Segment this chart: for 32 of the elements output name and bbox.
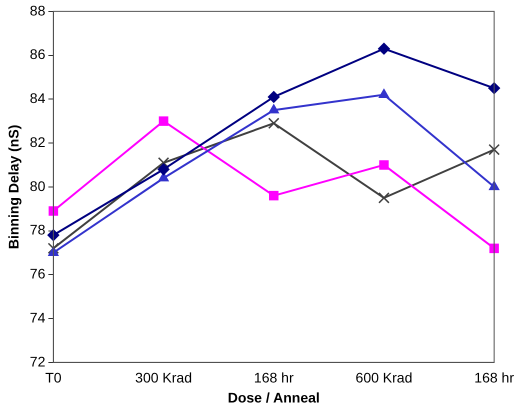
point bbox=[378, 42, 390, 55]
y-tick-label: 88 bbox=[30, 2, 46, 18]
y-tick-label: 80 bbox=[30, 178, 46, 194]
point bbox=[47, 229, 60, 242]
point bbox=[268, 118, 280, 129]
point bbox=[158, 116, 168, 126]
y-tick-label: 86 bbox=[30, 46, 46, 62]
y-tick-label: 82 bbox=[30, 134, 46, 150]
point bbox=[378, 88, 390, 98]
y-axis-title: Binning Delay (nS) bbox=[5, 124, 22, 250]
point bbox=[269, 190, 279, 200]
point bbox=[268, 104, 280, 114]
x-tick-label: 168 hr bbox=[254, 370, 294, 386]
x-tick-label: 300 Krad bbox=[135, 370, 192, 386]
point bbox=[48, 242, 60, 254]
point bbox=[158, 163, 170, 176]
y-tick-label: 84 bbox=[30, 90, 46, 106]
y-tick-label: 76 bbox=[30, 266, 46, 282]
x-tick-label: T0 bbox=[45, 370, 62, 386]
y-tick-label: 74 bbox=[30, 309, 46, 326]
y-tick-label: 72 bbox=[30, 353, 46, 370]
x-tick-label: 168 hr bbox=[474, 370, 514, 386]
x-axis-title: Dose / Anneal bbox=[228, 389, 320, 406]
point bbox=[489, 244, 499, 254]
point bbox=[268, 90, 280, 103]
y-tick-label: 78 bbox=[30, 222, 46, 238]
point bbox=[48, 206, 58, 216]
point bbox=[158, 157, 170, 168]
point bbox=[378, 192, 390, 204]
point bbox=[379, 160, 389, 170]
x-tick-label: 600 Krad bbox=[356, 370, 412, 386]
point bbox=[488, 144, 500, 156]
